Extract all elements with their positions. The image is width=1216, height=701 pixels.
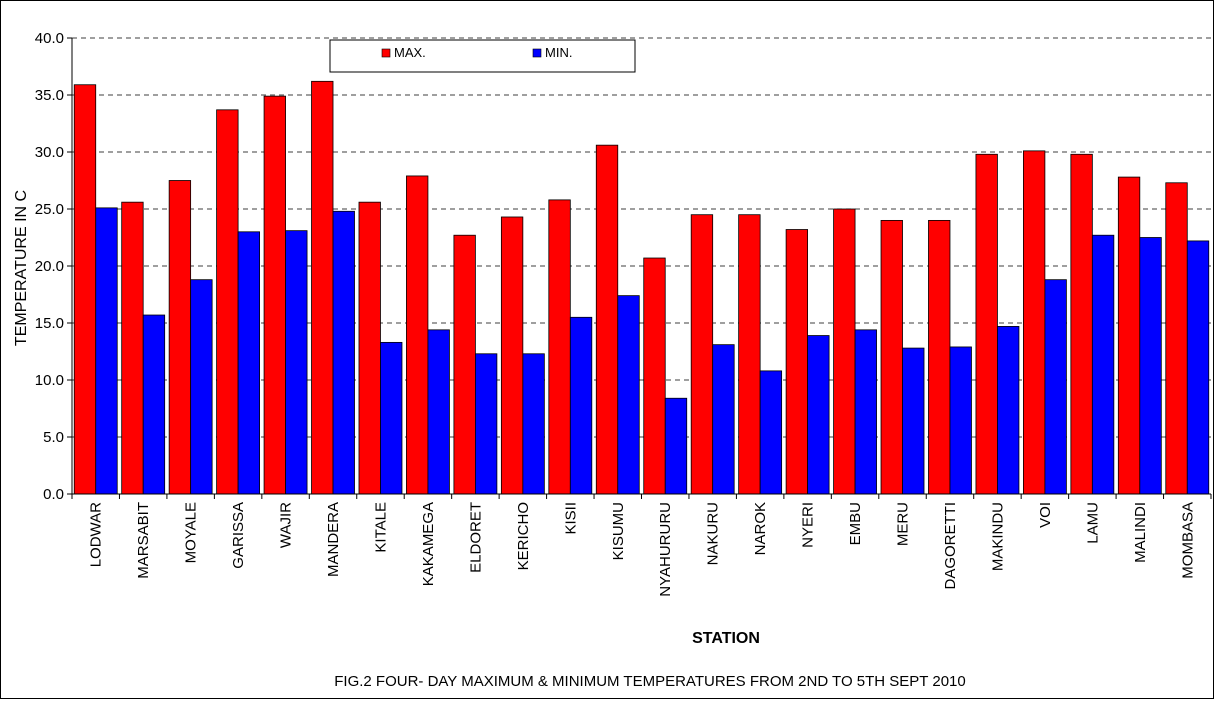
bar-max-voi bbox=[1022, 150, 1046, 495]
bar-min-makindu bbox=[997, 326, 1020, 495]
bar-min-garissa bbox=[237, 231, 261, 495]
x-tick-label: KISII bbox=[562, 502, 579, 535]
bar-min-nyahururu bbox=[664, 397, 688, 495]
bar-min-wajir bbox=[285, 230, 308, 495]
bar-min-lamu bbox=[1091, 234, 1115, 495]
x-tick-label: LODWAR bbox=[88, 502, 105, 567]
x-tick-label: KAKAMEGA bbox=[420, 502, 437, 586]
x-tick-label: NAROK bbox=[752, 502, 769, 555]
bar-max-dagoretti bbox=[928, 219, 951, 495]
bar-min-eldoret bbox=[474, 353, 498, 495]
bar-min-kericho bbox=[522, 353, 545, 495]
x-tick-label: KERICHO bbox=[515, 502, 532, 570]
bar-min-kakamega bbox=[427, 329, 450, 495]
x-tick-label: KITALE bbox=[372, 502, 389, 553]
bar-min-mombasa bbox=[1186, 240, 1210, 495]
bar-min-dagoretti bbox=[949, 346, 972, 495]
x-tick-label: NYERI bbox=[800, 502, 817, 548]
bar-min-nyeri bbox=[807, 335, 830, 495]
bar-max-kericho bbox=[500, 216, 524, 495]
bar-min-narok bbox=[759, 370, 783, 495]
x-tick-label: MOMBASA bbox=[1179, 502, 1196, 579]
y-tick-labels: 0.0 5.0 10.0 15.0 20.0 25.0 30.0 35.0 40.0 bbox=[35, 30, 72, 503]
x-tick-label: ELDORET bbox=[467, 502, 484, 573]
y-tick-label: 0.0 bbox=[43, 486, 64, 503]
x-category-labels: LODWAR MARSABIT MOYALE GARISSA WAJIR MANDERA K… bbox=[88, 502, 1197, 597]
bar-max-moyale bbox=[168, 180, 192, 495]
bar-min-voi bbox=[1044, 279, 1067, 495]
bar-min-marsabit bbox=[142, 314, 166, 495]
x-tick-label: NAKURU bbox=[705, 502, 722, 565]
chart-caption: FIG.2 FOUR- DAY MAXIMUM & MINIMUM TEMPER… bbox=[334, 673, 965, 690]
gridlines bbox=[72, 37, 1211, 438]
bar-max-wajir bbox=[263, 95, 286, 495]
x-tick-label: WAJIR bbox=[278, 502, 295, 548]
y-tick-label: 15.0 bbox=[35, 315, 64, 332]
bar-min-lodwar bbox=[95, 207, 118, 495]
x-tick-label: MALINDI bbox=[1132, 502, 1149, 563]
y-tick-label: 30.0 bbox=[35, 144, 64, 161]
bar-max-lodwar bbox=[73, 84, 97, 495]
bar-max-nyeri bbox=[785, 229, 809, 495]
bar-min-nakuru bbox=[712, 344, 735, 495]
bar-max-kisumu bbox=[595, 144, 619, 495]
x-tick-label: KISUMU bbox=[610, 502, 627, 560]
x-tick-label: MOYALE bbox=[183, 502, 200, 563]
bar-max-marsabit bbox=[121, 201, 144, 495]
bar-min-moyale bbox=[190, 279, 213, 495]
bar-max-mandera bbox=[311, 80, 334, 495]
y-tick-label: 40.0 bbox=[35, 30, 64, 47]
x-tick-label: MERU bbox=[895, 502, 912, 546]
x-tick-label: GARISSA bbox=[230, 502, 247, 569]
legend-box bbox=[329, 39, 636, 73]
x-tick-label: VOI bbox=[1037, 502, 1054, 528]
legend: MAX. MIN. bbox=[329, 39, 636, 73]
bar-max-kisii bbox=[548, 199, 571, 495]
bar-max-kakamega bbox=[406, 175, 429, 495]
x-tick-label: MANDERA bbox=[325, 502, 342, 577]
x-tick-label: EMBU bbox=[847, 502, 864, 545]
bar-group bbox=[73, 80, 1210, 495]
legend-label-max: MAX. bbox=[394, 45, 426, 60]
x-tick-label: MARSABIT bbox=[135, 502, 152, 579]
legend-label-min: MIN. bbox=[545, 45, 572, 60]
y-tick-label: 20.0 bbox=[35, 258, 64, 275]
bar-max-lamu bbox=[1070, 153, 1093, 495]
bar-min-meru bbox=[902, 347, 925, 495]
bar-max-nyahururu bbox=[643, 257, 666, 495]
bar-max-nakuru bbox=[690, 214, 714, 495]
bar-max-makindu bbox=[975, 153, 998, 495]
bar-min-kisii bbox=[569, 316, 593, 495]
bar-min-kitale bbox=[380, 341, 403, 495]
bar-max-mombasa bbox=[1165, 182, 1188, 495]
y-tick-label: 10.0 bbox=[35, 372, 64, 389]
bar-max-garissa bbox=[216, 109, 239, 495]
bar-max-narok bbox=[738, 214, 761, 495]
x-tick-label: MAKINDU bbox=[989, 502, 1006, 571]
x-tick-label: LAMU bbox=[1084, 502, 1101, 544]
bar-max-meru bbox=[880, 219, 903, 495]
y-tick-label: 25.0 bbox=[35, 201, 64, 218]
bar-min-embu bbox=[854, 329, 877, 495]
y-axis-title: TEMPERATURE IN C bbox=[13, 190, 30, 346]
legend-swatch-max bbox=[381, 48, 391, 58]
bar-max-eldoret bbox=[453, 234, 476, 495]
bar-max-embu bbox=[833, 208, 856, 495]
x-tick-label: DAGORETTI bbox=[942, 502, 959, 590]
y-tick-label: 35.0 bbox=[35, 87, 64, 104]
y-tick-label: 5.0 bbox=[43, 429, 64, 446]
bar-max-kitale bbox=[358, 201, 381, 495]
x-axis-title: STATION bbox=[692, 630, 760, 647]
bar-min-mandera bbox=[332, 210, 355, 495]
x-tick-label: NYAHURURU bbox=[657, 502, 674, 597]
bar-max-malindi bbox=[1117, 176, 1141, 495]
bar-min-kisumu bbox=[617, 295, 640, 495]
bar-min-malindi bbox=[1139, 237, 1162, 495]
legend-swatch-min bbox=[532, 48, 542, 58]
